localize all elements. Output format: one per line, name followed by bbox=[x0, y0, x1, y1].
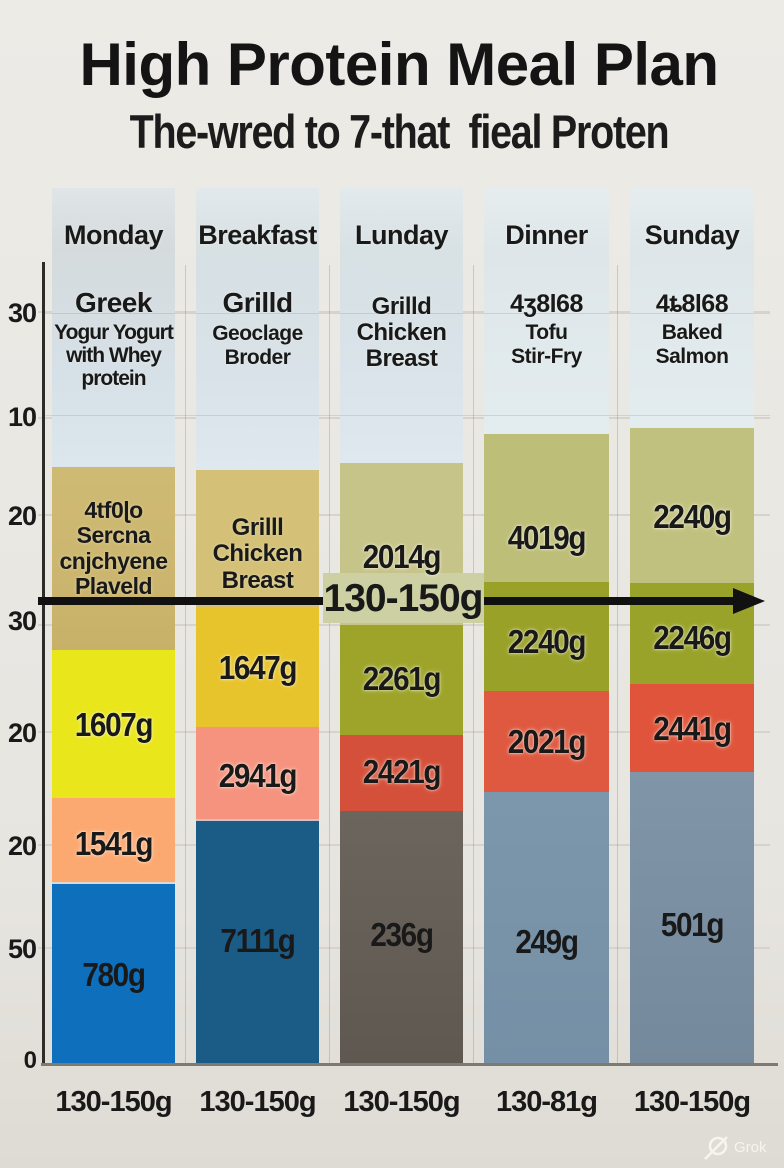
svg-text:Grok: Grok bbox=[734, 1139, 767, 1156]
